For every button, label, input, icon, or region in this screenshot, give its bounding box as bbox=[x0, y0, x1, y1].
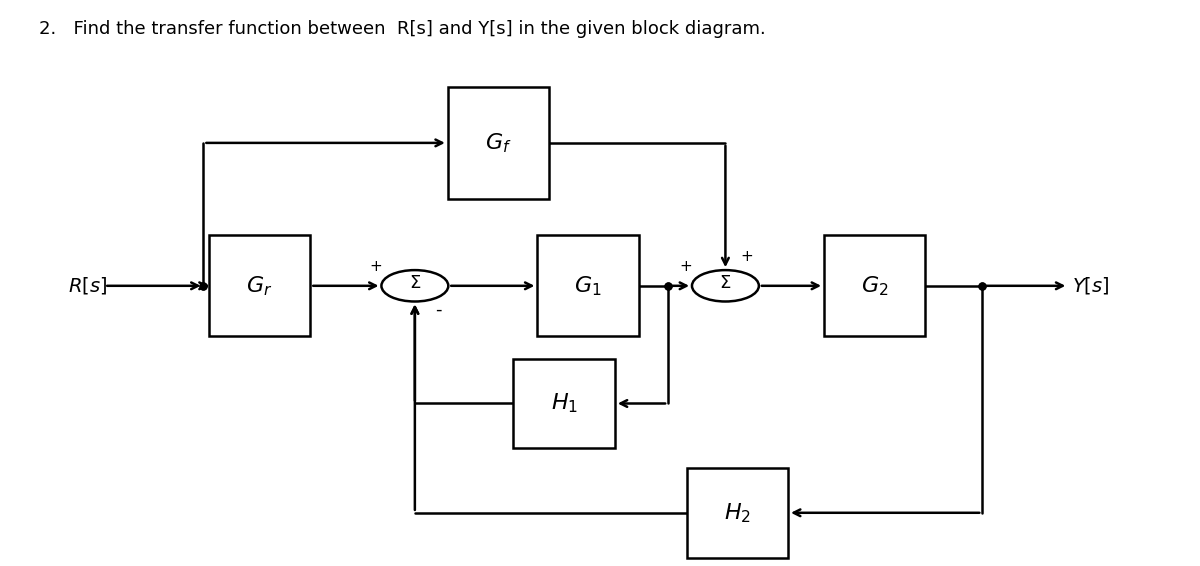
Text: $H_{1}$: $H_{1}$ bbox=[551, 392, 577, 415]
Bar bbox=[514, 359, 614, 448]
Circle shape bbox=[382, 270, 449, 302]
Text: $Y[\mathit{s}]$: $Y[\mathit{s}]$ bbox=[1072, 275, 1109, 297]
Bar bbox=[686, 468, 788, 558]
Bar bbox=[209, 235, 311, 336]
Text: -: - bbox=[436, 301, 442, 319]
Bar bbox=[448, 87, 550, 199]
Text: +: + bbox=[679, 259, 692, 274]
Text: +: + bbox=[740, 248, 754, 264]
Text: $\Sigma$: $\Sigma$ bbox=[409, 274, 421, 292]
Text: $\Sigma$: $\Sigma$ bbox=[719, 274, 732, 292]
Text: $H_{2}$: $H_{2}$ bbox=[724, 501, 751, 525]
Text: $R[\mathit{s}]$: $R[\mathit{s}]$ bbox=[68, 275, 108, 297]
Text: +: + bbox=[370, 259, 382, 274]
Text: $G_{r}$: $G_{r}$ bbox=[246, 274, 272, 298]
Text: 2.   Find the transfer function between  R[s] and Y[s] in the given block diagra: 2. Find the transfer function between R[… bbox=[38, 20, 766, 37]
Bar bbox=[824, 235, 925, 336]
Text: $G_{f}$: $G_{f}$ bbox=[485, 131, 511, 155]
Bar bbox=[538, 235, 638, 336]
Text: $G_{2}$: $G_{2}$ bbox=[860, 274, 888, 298]
Text: $G_{1}$: $G_{1}$ bbox=[575, 274, 602, 298]
Circle shape bbox=[692, 270, 758, 302]
